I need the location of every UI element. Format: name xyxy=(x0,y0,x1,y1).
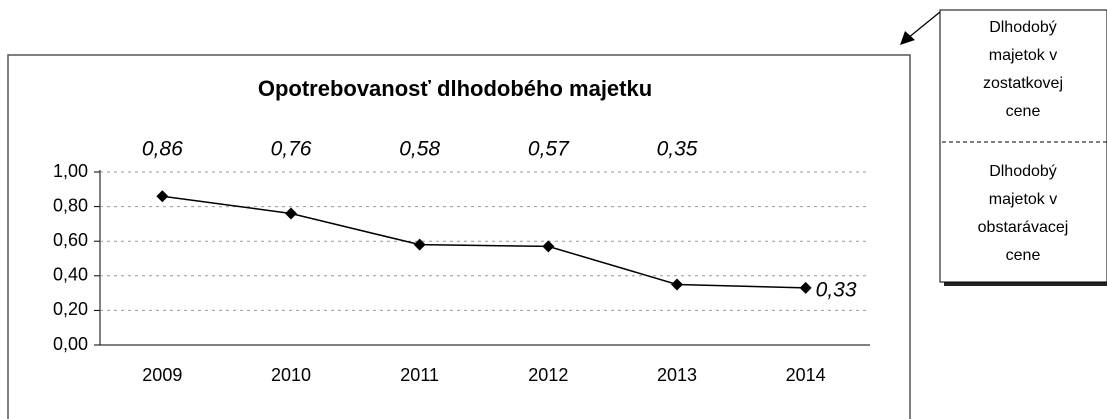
denominator-text: cene xyxy=(1006,247,1041,264)
data-label: 0,57 xyxy=(528,138,570,161)
x-tick-label: 2010 xyxy=(271,365,311,385)
marker xyxy=(156,190,169,203)
data-label: 0,76 xyxy=(271,138,312,161)
numerator-text: cene xyxy=(1006,103,1041,120)
numerator-text: zostatkovej xyxy=(983,75,1063,92)
marker xyxy=(413,238,426,251)
data-label: 0,86 xyxy=(142,138,183,161)
y-tick-label: 1,00 xyxy=(53,161,88,181)
y-tick-label: 0,40 xyxy=(53,265,88,285)
series-line xyxy=(162,195,806,289)
numerator-text: Dlhodobý xyxy=(989,19,1057,36)
data-label: 0,35 xyxy=(657,138,698,161)
x-tick-label: 2012 xyxy=(528,365,568,385)
marker xyxy=(542,240,555,253)
marker xyxy=(671,278,683,291)
x-tick-label: 2013 xyxy=(657,365,697,385)
data-label: 0,33 xyxy=(816,278,857,301)
arrow xyxy=(907,11,941,39)
numerator-text: majetok v xyxy=(989,47,1057,64)
y-tick-label: 0,20 xyxy=(53,299,88,319)
chart-title: Opotrebovanosť dlhodobého majetku xyxy=(258,76,652,101)
x-tick-label: 2011 xyxy=(400,365,439,385)
x-tick-label: 2014 xyxy=(786,365,826,385)
x-tick-label: 2009 xyxy=(142,365,182,385)
y-tick-label: 0,80 xyxy=(53,195,88,215)
arrow-head xyxy=(900,31,915,45)
marker xyxy=(799,281,812,294)
marker xyxy=(285,207,297,220)
y-tick-label: 0,60 xyxy=(53,230,88,250)
denominator-text: majetok v xyxy=(989,191,1057,208)
y-tick-label: 0,00 xyxy=(53,334,88,354)
denominator-text: Dlhodobý xyxy=(989,163,1057,180)
chart-frame xyxy=(7,54,911,419)
data-label: 0,58 xyxy=(399,138,440,161)
formula-box xyxy=(939,9,1107,283)
denominator-text: obstarávacej xyxy=(978,219,1069,236)
